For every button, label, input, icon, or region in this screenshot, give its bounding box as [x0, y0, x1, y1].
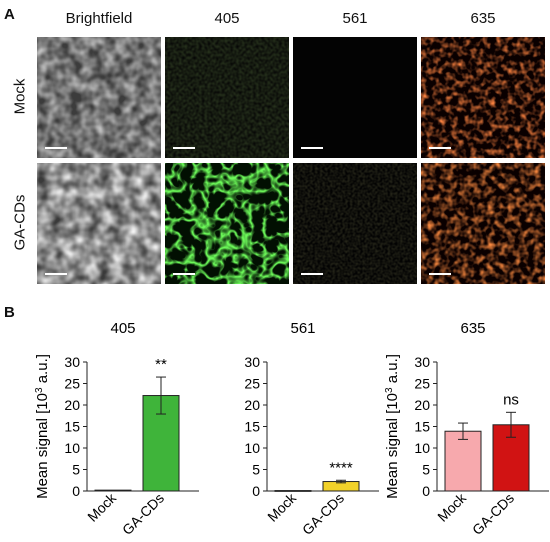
scale-bar: [45, 147, 67, 149]
scale-bar: [45, 273, 67, 275]
y-tick-label: 0: [72, 483, 80, 499]
y-tick-label: 10: [414, 440, 430, 456]
bar-mock: [444, 430, 482, 492]
significance-label: ****: [329, 459, 353, 476]
y-tick-label: 10: [64, 440, 80, 456]
y-tick-label: 30: [64, 354, 80, 370]
bar-mock: [94, 489, 132, 492]
row-label-gacds: GA-CDs: [11, 194, 29, 251]
y-tick-label: 25: [64, 376, 80, 392]
y-tick-label: 20: [414, 397, 430, 413]
y-tick-label: 20: [244, 397, 260, 413]
chart-title: 635: [460, 320, 485, 337]
row-label-mock: Mock: [11, 78, 29, 115]
significance-label: **: [155, 356, 167, 373]
panel-a-letter: A: [4, 6, 15, 23]
y-tick-label: 15: [414, 419, 430, 435]
x-tick-label: GA-CDs: [119, 490, 167, 538]
y-tick-label: 25: [414, 376, 430, 392]
chart-title: 405: [110, 320, 135, 337]
micrograph-gacds-635: [421, 163, 545, 284]
x-tick-label: Mock: [84, 489, 120, 525]
micrograph-mock-635: [421, 37, 545, 158]
scale-bar: [301, 273, 323, 275]
scale-bar: [173, 273, 195, 275]
y-tick-label: 15: [244, 419, 260, 435]
y-axis-label: Mean signal [103 a.u.]: [384, 354, 402, 499]
micrograph-mock-561: [293, 37, 417, 158]
y-tick-label: 30: [244, 354, 260, 370]
chart-title: 561: [290, 320, 315, 337]
x-tick-label: Mock: [264, 489, 300, 525]
scale-bar: [301, 147, 323, 149]
y-tick-label: 0: [252, 483, 260, 499]
x-tick-label: GA-CDs: [299, 490, 347, 538]
column-title-561: 561: [342, 10, 368, 27]
x-tick-label: GA-CDs: [469, 490, 517, 538]
column-title-635: 635: [470, 10, 496, 27]
y-tick-label: 5: [252, 462, 260, 478]
y-tick-label: 5: [422, 462, 430, 478]
y-tick-label: 0: [422, 483, 430, 499]
significance-label: ns: [503, 391, 519, 408]
scale-bar: [429, 147, 451, 149]
bar-mock: [274, 490, 312, 492]
micrograph-gacds-561: [293, 163, 417, 284]
column-title-405: 405: [214, 10, 240, 27]
y-tick-label: 5: [72, 462, 80, 478]
y-tick-label: 30: [414, 354, 430, 370]
y-tick-label: 20: [64, 397, 80, 413]
scale-bar: [429, 273, 451, 275]
micrograph-gacds-405: [165, 163, 289, 284]
panel-b-letter: B: [4, 304, 15, 321]
bar-charts: 405 0 5 10 15 20 25 30 Mean signal [103 a.u.] Moc…: [34, 320, 549, 538]
y-axis-label: Mean signal [103 a.u.]: [34, 354, 52, 499]
micrograph-mock-405: [165, 37, 289, 158]
y-tick-label: 10: [244, 440, 260, 456]
micrograph-gacds-brightfield: [37, 163, 161, 284]
y-tick-label: 15: [64, 419, 80, 435]
scale-bar: [173, 147, 195, 149]
micrograph-mock-brightfield: [37, 37, 161, 158]
y-tick-label: 25: [244, 376, 260, 392]
x-tick-label: Mock: [434, 489, 470, 525]
column-title-brightfield: Brightfield: [65, 10, 133, 27]
